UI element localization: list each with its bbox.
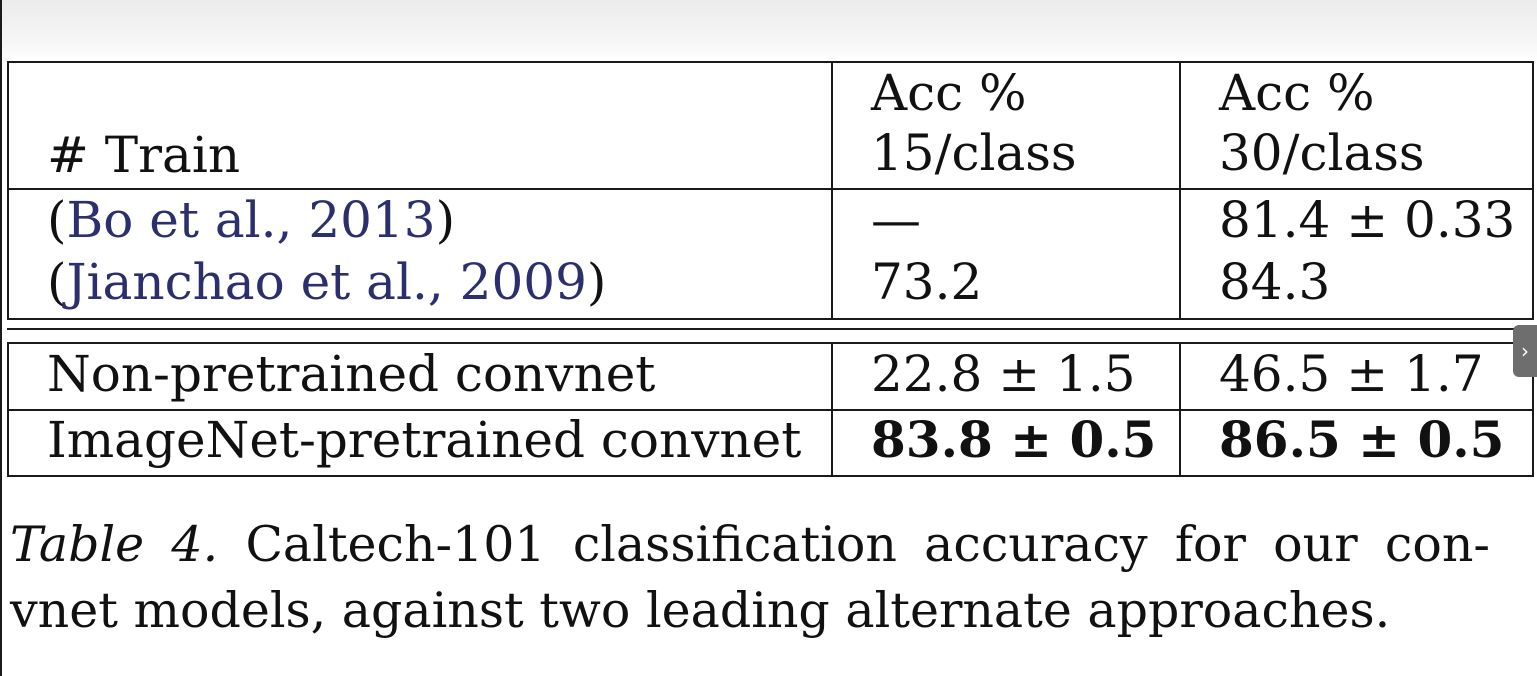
paren-close: ) [435,191,456,249]
jianchao-acc15: 73.2 [871,253,983,311]
row-rule [9,409,1532,411]
header-acc15-line1: Acc % [871,64,1027,122]
imagenet-acc30: 86.5 ± 0.5 [1219,410,1505,469]
citation-jianchao-2009[interactable]: (Jianchao et al., 2009) [47,252,606,312]
table-caption: Table 4. Caltech-101 classification accu… [10,512,1490,644]
left-border [0,0,2,676]
header-rule [9,188,1532,190]
header-acc30-line1: Acc % [1219,64,1375,122]
next-page-tab[interactable]: › [1513,325,1537,377]
column-divider [1179,63,1181,318]
non-pretrained-acc30: 46.5 ± 1.7 [1219,345,1484,403]
caption-line-2: vnet models, against two leading alterna… [10,582,1391,639]
paren-open: ( [47,253,67,311]
caption-line-1: Table 4. Caltech-101 classification accu… [10,512,1490,578]
bo-acc15: — [871,191,921,249]
citation-link[interactable]: Jianchao et al., 2009 [66,253,587,311]
header-acc15-line2: 15/class [871,124,1077,182]
column-divider [831,63,833,318]
method-non-pretrained: Non-pretrained convnet [47,345,656,403]
caption-label: Table 4. [10,516,219,573]
double-rule [7,328,1534,330]
caption-text: Caltech-101 classification accuracy for … [245,516,1490,573]
citation-bo-2013[interactable]: (Bo et al., 2013) [47,190,455,250]
jianchao-acc30: 84.3 [1219,253,1331,311]
paren-open: ( [47,191,67,249]
viewer-top-shade [0,0,1537,62]
header-train: # Train [47,126,241,184]
imagenet-acc15: 83.8 ± 0.5 [871,410,1157,469]
non-pretrained-acc15: 22.8 ± 1.5 [871,345,1136,403]
paren-close: ) [586,253,607,311]
chevron-right-icon: › [1521,339,1529,363]
header-acc30-line2: 30/class [1219,124,1425,182]
citation-link[interactable]: Bo et al., 2013 [66,191,436,249]
bo-acc30: 81.4 ± 0.33 [1219,191,1516,249]
results-table-top: # Train Acc % 15/class Acc % 30/class (B… [7,61,1534,320]
method-imagenet-pretrained: ImageNet-pretrained convnet [47,411,802,469]
results-table-bottom: Non-pretrained convnet 22.8 ± 1.5 46.5 ±… [7,342,1534,477]
